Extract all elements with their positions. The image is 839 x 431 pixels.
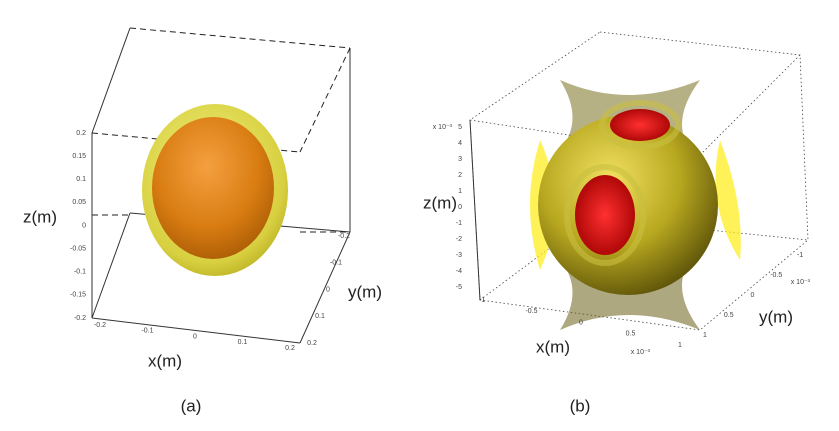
labels: (a)x(m)y(m)z(m)0.20.150.10.050-0.05-0.1-… [23, 124, 811, 416]
x-tick-label: -0.5 [525, 308, 537, 315]
x-tick-label: 0 [193, 333, 197, 340]
z-tick-label: 0 [82, 222, 86, 229]
z-tick-label: 1 [458, 188, 462, 195]
z-tick-label: -5 [456, 284, 462, 291]
z-tick-label: -4 [456, 268, 462, 275]
y-tick-label: 0 [326, 286, 330, 293]
y-tick-label: 0 [751, 292, 755, 299]
y-tick-label: 0.1 [315, 313, 325, 320]
z-tick-label: -0.2 [74, 315, 86, 322]
z-tick-label: 0.2 [76, 130, 86, 137]
x-tick-label: 0.2 [285, 345, 295, 352]
y-multiplier: x 10⁻³ [791, 279, 811, 286]
z-tick-label: 3 [458, 156, 462, 163]
y-tick-label: 0.5 [724, 312, 734, 319]
x-tick-label: 1 [678, 342, 682, 349]
y-tick-label: 1 [703, 332, 707, 339]
x-tick-label: 0.1 [238, 339, 248, 346]
z-tick-label: -0.15 [70, 292, 86, 299]
x-tick-label: -1 [479, 297, 485, 304]
z-tick-label: 0.05 [72, 199, 86, 206]
x-tick-label: -0.1 [141, 328, 153, 335]
y-tick-label: -0.1 [330, 260, 342, 267]
z-tick-label: 0.15 [72, 153, 86, 160]
x-tick-label: 0 [579, 319, 583, 326]
z-tick-label: -1 [456, 220, 462, 227]
caption: (a) [181, 396, 202, 415]
isosurface-a [142, 104, 288, 276]
y-axis-label: y(m) [348, 282, 382, 301]
x-axis-label: x(m) [536, 337, 570, 356]
y-tick-label: 0.2 [307, 340, 317, 347]
z-tick-label: 0 [458, 204, 462, 211]
z-multiplier: x 10⁻³ [433, 124, 453, 131]
x-tick-label: 0.5 [626, 331, 636, 338]
z-tick-label: -3 [456, 252, 462, 259]
y-axis-label: y(m) [759, 307, 793, 326]
z-axis-label: z(m) [423, 193, 457, 212]
y-tick-label: -1 [797, 252, 803, 259]
x-axis-label: x(m) [148, 351, 182, 370]
z-tick-label: -0.05 [70, 245, 86, 252]
isosurface-b [530, 80, 741, 330]
z-tick-label: -0.1 [74, 269, 86, 276]
z-axis-label: z(m) [23, 207, 57, 226]
z-tick-label: 0.1 [76, 176, 86, 183]
z-tick-label: 5 [458, 124, 462, 131]
x-tick-label: -0.2 [94, 322, 106, 329]
z-tick-label: 4 [458, 140, 462, 147]
z-tick-label: 2 [458, 172, 462, 179]
caption: (b) [570, 396, 591, 415]
z-tick-label: -2 [456, 236, 462, 243]
y-tick-label: -0.5 [770, 272, 782, 279]
x-multiplier: x 10⁻³ [631, 349, 651, 356]
y-tick-label: -0.2 [338, 233, 350, 240]
